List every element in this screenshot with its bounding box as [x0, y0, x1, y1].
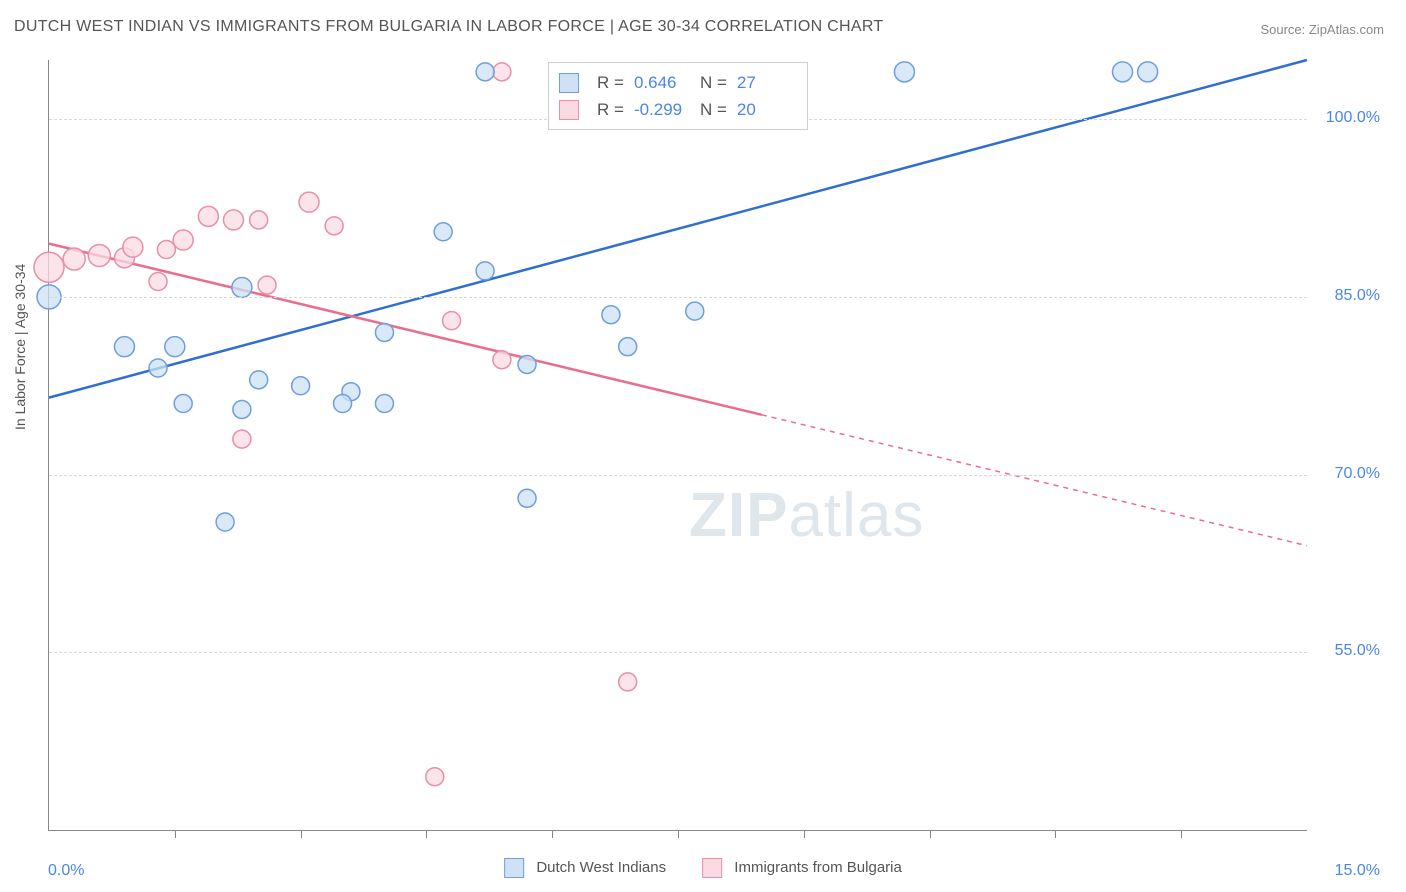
swatch-series1: [559, 73, 579, 93]
bottom-legend: Dutch West Indians Immigrants from Bulga…: [504, 858, 902, 878]
chart-title: DUTCH WEST INDIAN VS IMMIGRANTS FROM BUL…: [14, 18, 884, 36]
swatch-series2: [559, 100, 579, 120]
x-axis-min-label: 0.0%: [48, 862, 84, 880]
stats-row: R = -0.299 N = 20: [559, 96, 793, 123]
legend-item: Immigrants from Bulgaria: [702, 858, 902, 878]
n-label: N =: [700, 69, 727, 96]
r-label: R =: [597, 69, 624, 96]
y-axis-label: In Labor Force | Age 30-34: [12, 264, 28, 430]
r-value-series1: 0.646: [634, 69, 690, 96]
legend-item: Dutch West Indians: [504, 858, 666, 878]
swatch-series1: [504, 858, 524, 878]
legend-label: Immigrants from Bulgaria: [734, 859, 902, 876]
legend-label: Dutch West Indians: [536, 859, 666, 876]
r-label: R =: [597, 96, 624, 123]
source-attribution: Source: ZipAtlas.com: [1260, 22, 1384, 37]
chart-svg: [49, 60, 1307, 830]
correlation-stats-box: R = 0.646 N = 27 R = -0.299 N = 20: [548, 62, 808, 130]
x-axis-max-label: 15.0%: [1335, 862, 1380, 880]
r-value-series2: -0.299: [634, 96, 690, 123]
n-value-series2: 20: [737, 96, 793, 123]
swatch-series2: [702, 858, 722, 878]
plot-area: ZIPatlas: [48, 60, 1307, 831]
stats-row: R = 0.646 N = 27: [559, 69, 793, 96]
n-label: N =: [700, 96, 727, 123]
n-value-series1: 27: [737, 69, 793, 96]
